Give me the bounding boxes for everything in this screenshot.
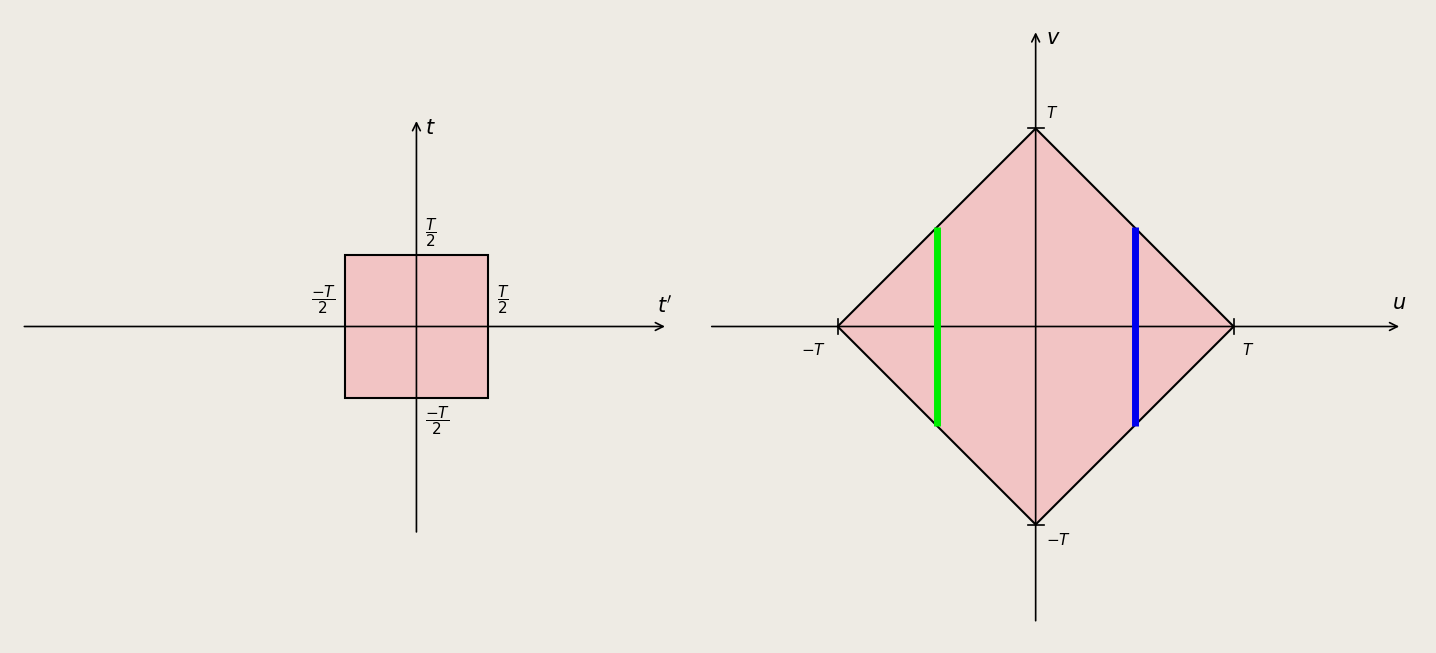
Text: $v$: $v$: [1045, 27, 1060, 48]
Text: $\dfrac{-T}{2}$: $\dfrac{-T}{2}$: [312, 283, 336, 317]
Text: $-T$: $-T$: [1045, 532, 1071, 549]
Polygon shape: [837, 129, 1234, 524]
Text: $-T$: $-T$: [801, 342, 826, 358]
Text: $\dfrac{-T}{2}$: $\dfrac{-T}{2}$: [425, 404, 449, 437]
Text: $\dfrac{T}{2}$: $\dfrac{T}{2}$: [497, 283, 510, 317]
Text: $t'$: $t'$: [656, 295, 672, 317]
Text: $u$: $u$: [1391, 293, 1406, 313]
Text: $T$: $T$: [1242, 342, 1254, 358]
Polygon shape: [345, 255, 488, 398]
Text: $T$: $T$: [1045, 104, 1058, 121]
Text: $t$: $t$: [425, 118, 437, 138]
Text: $\dfrac{T}{2}$: $\dfrac{T}{2}$: [425, 216, 438, 249]
